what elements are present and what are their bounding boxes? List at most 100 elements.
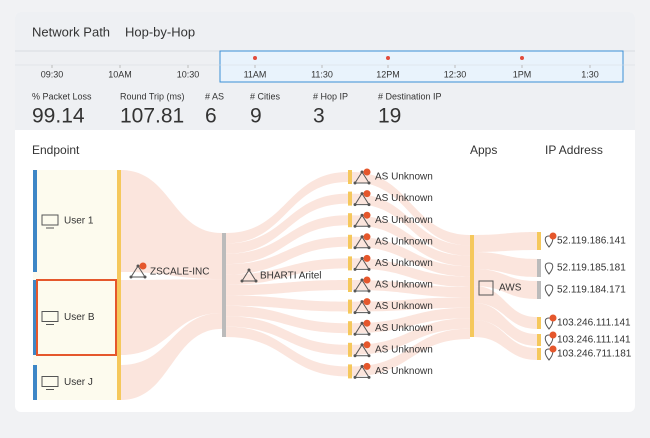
time-label: 1:30 xyxy=(581,69,599,79)
as-icon xyxy=(354,214,370,227)
ip-address[interactable]: 103.246.111.141 xyxy=(557,335,631,346)
flow xyxy=(352,258,470,287)
hop-name[interactable]: BHARTI Aritel xyxy=(260,271,322,282)
as-name[interactable]: AS Unknown xyxy=(375,215,433,226)
as-name[interactable]: AS Unknown xyxy=(375,172,433,183)
metric-label: Round Trip (ms) xyxy=(120,91,185,101)
pin-icon xyxy=(544,334,554,347)
icon-node xyxy=(353,203,357,207)
as-bar xyxy=(348,191,352,206)
alert-badge xyxy=(363,362,371,370)
monitor-icon xyxy=(41,311,59,322)
ip-bar xyxy=(537,259,541,277)
icon-node xyxy=(360,321,364,325)
time-label: 12PM xyxy=(376,69,400,79)
as-name[interactable]: AS Unknown xyxy=(375,236,433,247)
icon-node xyxy=(367,181,371,185)
as-name[interactable]: AS Unknown xyxy=(375,258,433,269)
icon-node xyxy=(367,267,371,271)
icon-node xyxy=(360,170,364,174)
icon-node xyxy=(367,332,371,336)
icon-node xyxy=(360,256,364,260)
endpoint-name[interactable]: User B xyxy=(64,312,95,323)
ip-bar xyxy=(537,232,541,250)
as-icon xyxy=(354,322,370,335)
as-bar xyxy=(348,170,352,184)
as-name[interactable]: AS Unknown xyxy=(375,344,433,355)
ip-address[interactable]: 103.246.111.141 xyxy=(557,318,631,329)
pin-icon xyxy=(544,235,554,248)
hop-name[interactable]: ZSCALE-INC xyxy=(150,267,209,278)
as-name[interactable]: AS Unknown xyxy=(375,280,433,291)
as-name[interactable]: AS Unknown xyxy=(375,301,433,312)
column-heading: Apps xyxy=(470,143,497,157)
tab[interactable]: Network Path xyxy=(32,24,110,39)
metric-label: # AS xyxy=(205,91,224,101)
app-bar xyxy=(470,235,474,337)
icon-node xyxy=(353,181,357,185)
pin-icon xyxy=(544,317,554,330)
as-bar xyxy=(348,364,352,379)
icon-node xyxy=(367,203,371,207)
icon-node xyxy=(353,267,357,271)
alert-badge xyxy=(139,262,147,270)
flow xyxy=(226,193,348,254)
icon-node xyxy=(254,279,258,283)
icon-node xyxy=(367,289,371,293)
icon-node xyxy=(367,311,371,315)
endpoint-column-bar xyxy=(117,170,121,400)
as-name[interactable]: AS Unknown xyxy=(375,323,433,334)
as-icon xyxy=(354,365,370,378)
icon-node xyxy=(353,289,357,293)
monitor-icon xyxy=(41,376,59,387)
icon-node xyxy=(360,278,364,282)
time-selection[interactable] xyxy=(219,50,624,83)
as-bar xyxy=(348,342,352,357)
icon-node xyxy=(143,275,147,279)
flow xyxy=(226,172,348,244)
as-bar xyxy=(348,278,352,292)
icon-node xyxy=(360,364,364,368)
endpoint-name[interactable]: User J xyxy=(64,377,93,388)
ip-address[interactable]: 52.119.186.141 xyxy=(557,236,626,247)
selected-endpoint[interactable] xyxy=(36,279,117,356)
icon-node xyxy=(360,192,364,196)
ip-bar xyxy=(537,317,541,329)
ip-address[interactable]: 52.119.185.181 xyxy=(557,263,626,274)
endpoint-name[interactable]: User 1 xyxy=(64,216,94,227)
icon-node xyxy=(353,332,357,336)
flow xyxy=(226,258,348,285)
as-name[interactable]: AS Unknown xyxy=(375,366,433,377)
icon-node xyxy=(360,343,364,347)
column-heading: Endpoint xyxy=(32,143,80,157)
as-bar xyxy=(348,213,352,228)
event-dot xyxy=(386,56,390,60)
time-label: 1PM xyxy=(513,69,532,79)
icon-node xyxy=(360,213,364,217)
flow xyxy=(226,280,348,296)
app-icon xyxy=(478,280,494,296)
as-icon xyxy=(241,269,257,282)
ip-address[interactable]: 103.246.711.181 xyxy=(557,349,632,360)
ip-address[interactable]: 52.119.184.171 xyxy=(557,285,626,296)
pin-icon xyxy=(544,348,554,361)
time-label: 10AM xyxy=(108,69,132,79)
endpoint-column xyxy=(33,170,119,400)
as-bar xyxy=(348,256,352,271)
alert-badge xyxy=(363,233,371,241)
tab[interactable]: Hop-by-Hop xyxy=(125,24,195,39)
as-name[interactable]: AS Unknown xyxy=(375,193,433,204)
icon-node xyxy=(240,279,244,283)
flow xyxy=(474,252,537,277)
ip-bar xyxy=(537,334,541,346)
flow xyxy=(352,307,470,334)
flow xyxy=(474,269,537,299)
alert-badge xyxy=(549,314,557,322)
flow xyxy=(474,286,537,329)
pin-icon xyxy=(544,284,554,297)
alert-badge xyxy=(363,298,371,306)
app-name[interactable]: AWS xyxy=(499,283,522,294)
icon-node xyxy=(367,354,371,358)
icon-node xyxy=(360,235,364,239)
